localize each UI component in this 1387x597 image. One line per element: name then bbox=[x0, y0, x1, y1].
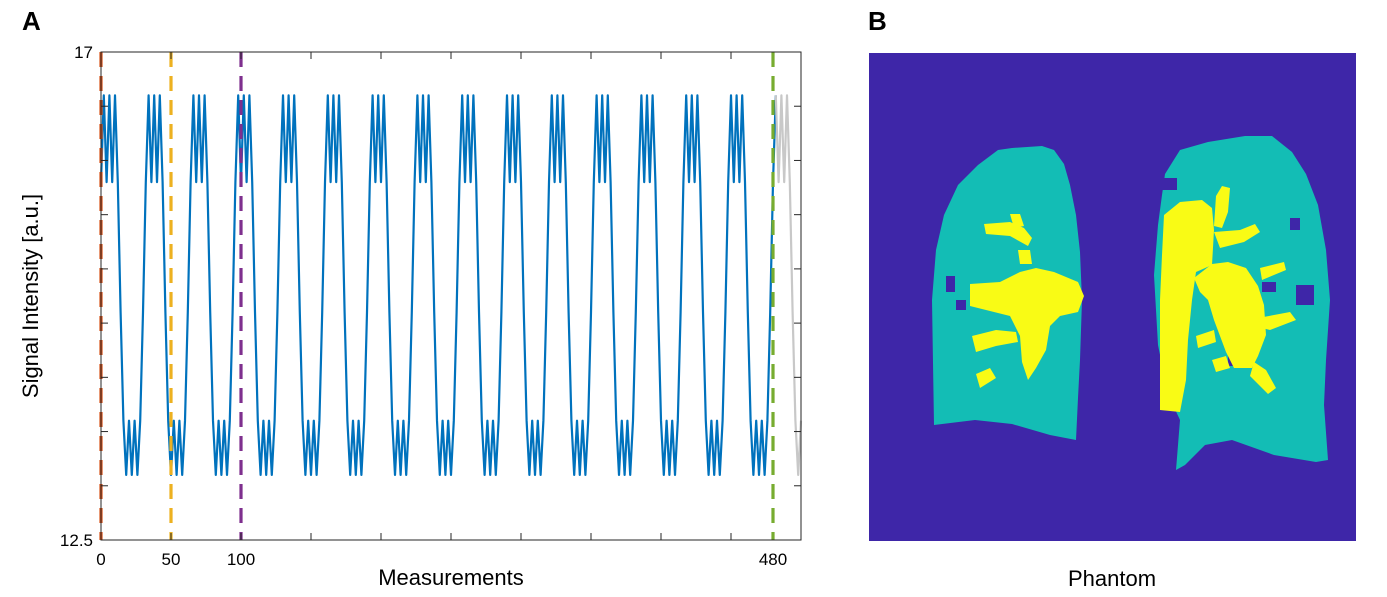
panel-a-letter: A bbox=[22, 6, 41, 36]
phantom-caption: Phantom bbox=[1068, 566, 1156, 591]
signal-tail-line bbox=[774, 94, 803, 477]
phantom-vessels bbox=[970, 186, 1296, 412]
y-tick-label: 17 bbox=[74, 43, 93, 62]
y-tick-label: 12.5 bbox=[60, 531, 93, 550]
x-tick-label: 50 bbox=[162, 550, 181, 569]
x-tick-label: 0 bbox=[96, 550, 105, 569]
phantom-image: Phantom bbox=[869, 53, 1356, 591]
signal-series bbox=[99, 94, 777, 477]
tick-labels: 0 50 100 480 17 12.5 bbox=[60, 43, 787, 569]
x-axis-label: Measurements bbox=[378, 565, 524, 590]
signal-line bbox=[99, 94, 777, 477]
signal-chart: 0 50 100 480 17 12.5 Measurements Signal Inte… bbox=[18, 43, 803, 590]
x-tick-label: 480 bbox=[759, 550, 787, 569]
y-axis-label: Signal Intensity [a.u.] bbox=[18, 194, 43, 398]
x-tick-label: 100 bbox=[227, 550, 255, 569]
axis-ticks bbox=[100, 51, 802, 541]
signal-tail-series bbox=[774, 94, 803, 477]
panel-b-letter: B bbox=[868, 6, 887, 36]
vertical-markers bbox=[99, 52, 775, 540]
